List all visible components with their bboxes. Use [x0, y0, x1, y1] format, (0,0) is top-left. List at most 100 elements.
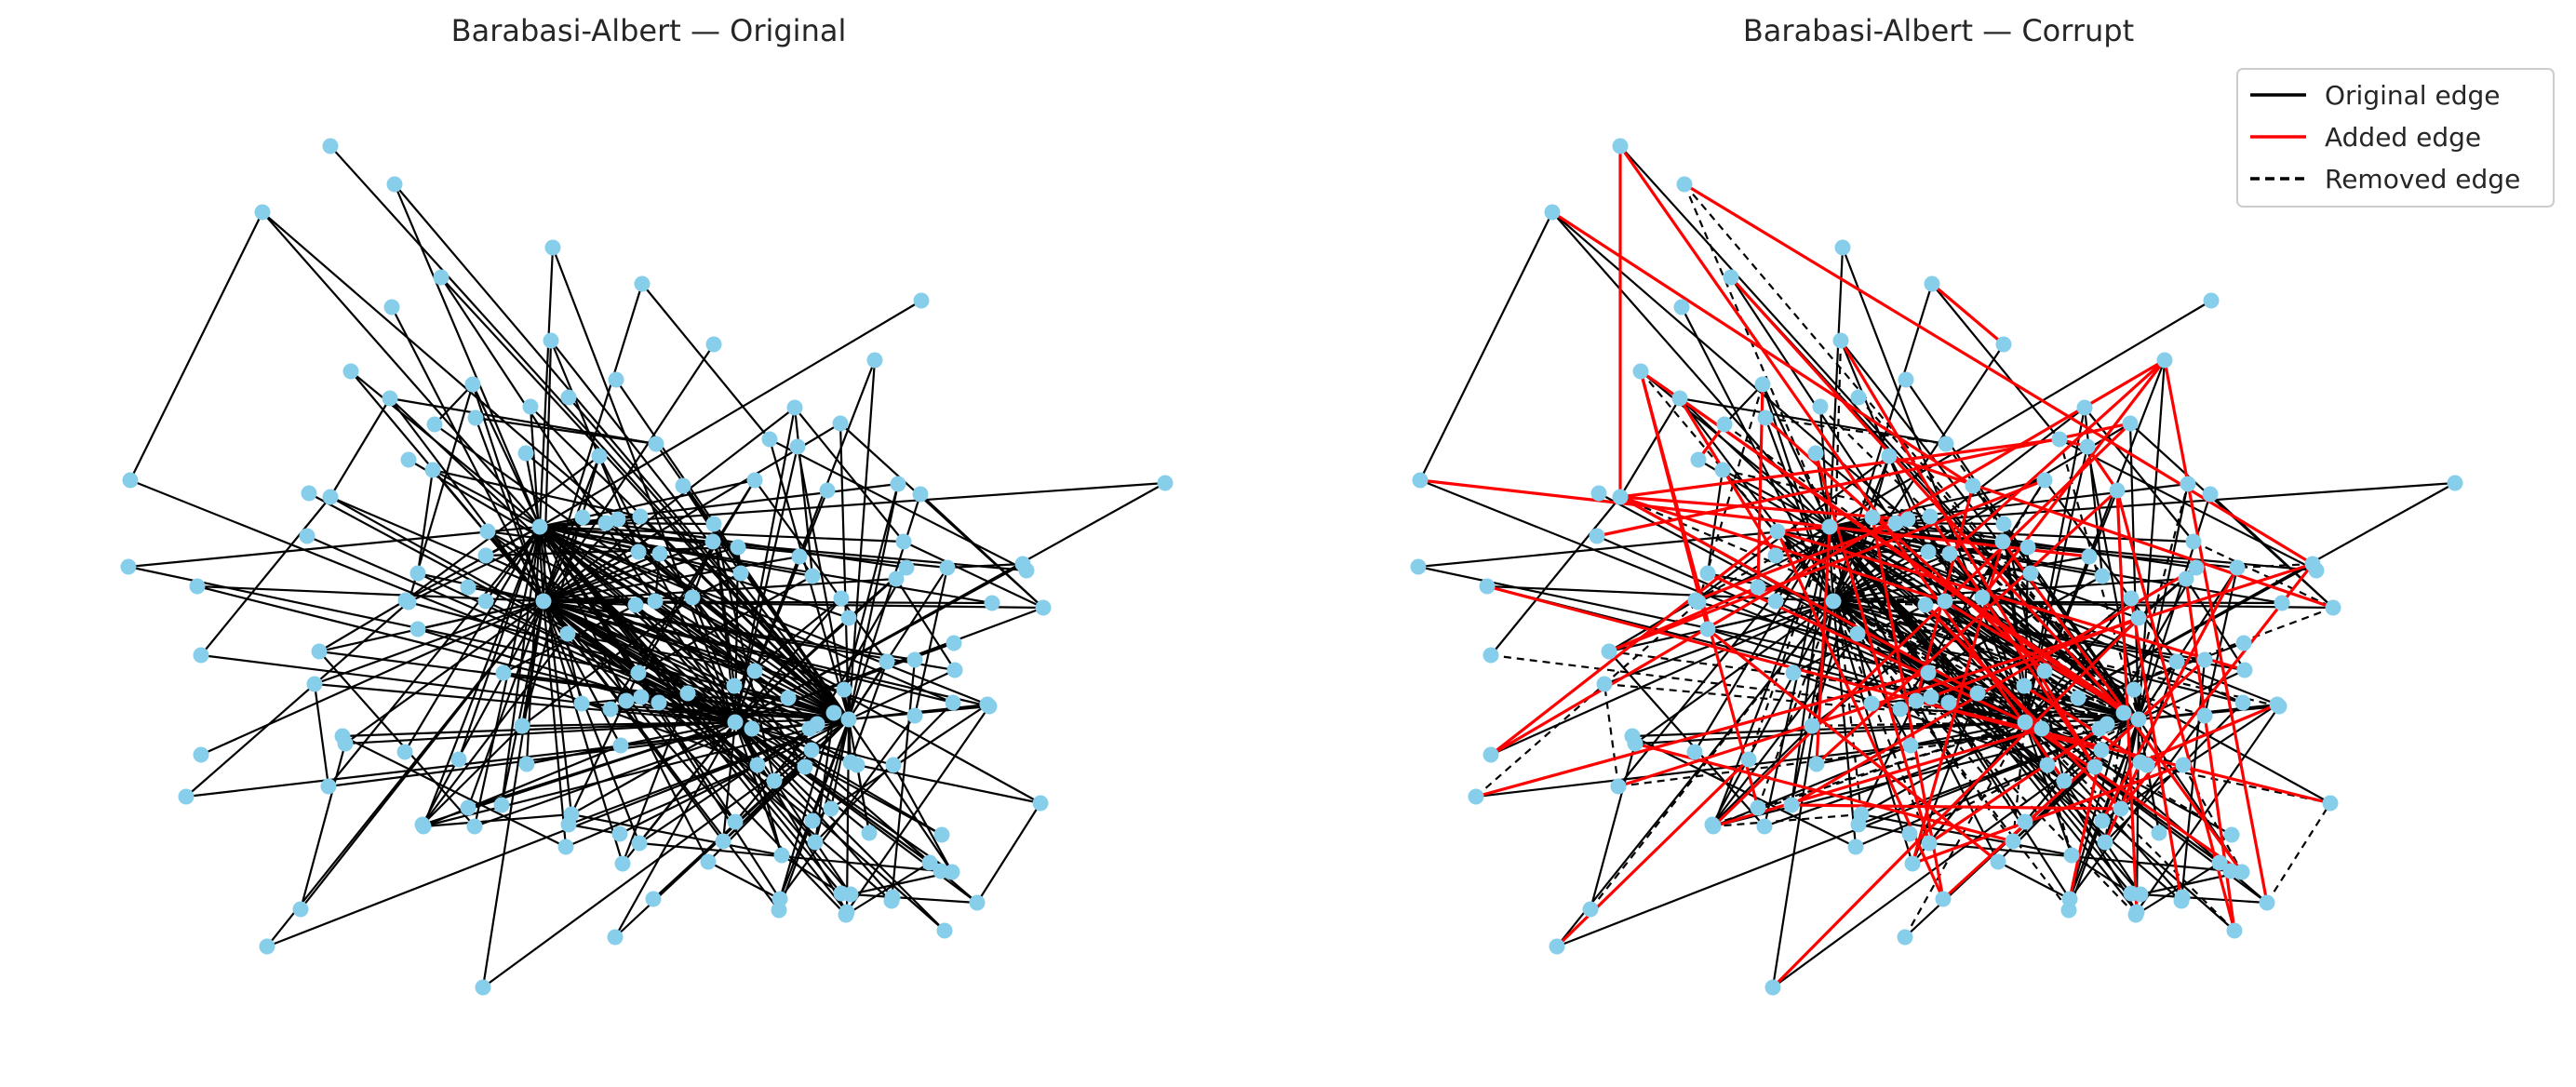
graph-node — [607, 929, 624, 946]
graph-node — [514, 718, 530, 734]
removed-edge — [1603, 683, 1620, 787]
graph-node — [1769, 523, 1786, 540]
graph-node — [612, 737, 629, 754]
graph-node — [679, 685, 696, 702]
original-edge — [1490, 599, 1834, 757]
added-edge — [1815, 489, 2119, 766]
graph-node — [2005, 833, 2021, 850]
graph-node — [614, 855, 631, 872]
graph-node — [1632, 363, 1649, 380]
graph-node — [2236, 662, 2253, 678]
legend-label-original: Original edge — [2325, 80, 2500, 111]
graph-edge — [691, 572, 742, 598]
added-edge — [2163, 359, 2269, 904]
added-edge — [1619, 495, 1946, 603]
added-edge — [1619, 495, 1979, 695]
graph-node — [477, 593, 494, 610]
graph-node — [311, 643, 328, 660]
original-edge — [2139, 661, 2179, 763]
graph-edge — [129, 211, 263, 481]
graph-node — [400, 594, 417, 611]
graph-node — [2222, 863, 2239, 879]
graph-node — [1924, 275, 1940, 292]
original-edge — [2024, 723, 2108, 823]
graph-node — [1825, 593, 1842, 610]
graph-node — [122, 472, 139, 489]
graph-node — [2168, 653, 2185, 670]
graph-node — [414, 816, 431, 833]
original-edge — [2063, 780, 2235, 932]
graph-node — [306, 676, 323, 692]
panel-corrupt: Barabasi-Albert — Corrupt — [1410, 13, 2463, 996]
graph-node — [467, 409, 484, 426]
graph-edge — [185, 601, 409, 798]
graph-node — [1549, 938, 1565, 955]
added-edge — [1912, 763, 2184, 866]
graph-node — [2139, 757, 2155, 773]
graph-node — [1807, 445, 1824, 462]
graph-node — [2325, 599, 2341, 616]
graph-node — [898, 559, 915, 576]
added-edge — [2129, 597, 2183, 902]
graph-node — [1904, 855, 1921, 872]
added-edge — [1928, 727, 2100, 845]
graph-node — [475, 979, 491, 996]
graph-node — [2173, 892, 2190, 909]
graph-node — [1582, 901, 1599, 918]
graph-edge — [538, 247, 555, 528]
original-edge — [1840, 340, 2140, 720]
graph-node — [382, 390, 398, 407]
graph-edge — [422, 725, 523, 825]
graph-edge — [734, 721, 943, 836]
graph-node — [2123, 885, 2140, 902]
graph-edge — [539, 525, 993, 605]
graph-edge — [200, 599, 544, 757]
graph-edge — [778, 712, 836, 900]
graph-node — [648, 436, 664, 452]
graph-node — [1783, 797, 1800, 813]
graph-node — [1974, 589, 1991, 606]
graph-node — [426, 416, 443, 433]
graph-node — [1699, 621, 1716, 637]
graph-edge — [543, 600, 812, 751]
graph-edge — [262, 211, 541, 528]
original-edge — [1832, 599, 2046, 673]
graph-node — [2235, 635, 2252, 651]
added-edge — [1928, 516, 2097, 768]
graph-node — [2223, 826, 2240, 843]
graph-node — [895, 533, 912, 550]
graph-edge — [474, 727, 753, 828]
graph-node — [460, 579, 476, 596]
graph-edge — [842, 483, 900, 691]
graph-node — [2196, 651, 2213, 668]
graph-edge — [849, 661, 889, 763]
graph-edge — [472, 383, 541, 528]
graph-node — [2070, 690, 2086, 706]
original-edge — [2140, 892, 2268, 905]
graph-edge — [329, 397, 391, 498]
graph-node — [1483, 746, 1499, 763]
graph-edge — [903, 541, 1044, 609]
graph-edge — [850, 892, 978, 905]
graph-node — [2175, 757, 2192, 773]
graph-node — [700, 853, 717, 870]
graph-node — [804, 568, 821, 584]
graph-node — [1898, 371, 1914, 388]
legend: Original edge Added edge Removed edge — [2236, 68, 2555, 208]
added-edge — [1678, 397, 1778, 557]
removed-edge — [1831, 600, 1931, 844]
graph-edge — [299, 743, 347, 910]
legend-item-original: Original edge — [2250, 80, 2500, 111]
original-edge — [1764, 727, 2043, 828]
original-edge — [1944, 600, 2079, 699]
graph-node — [518, 756, 535, 772]
graph-node — [2196, 707, 2213, 724]
original-edge — [2023, 721, 2073, 856]
graph-node — [320, 778, 337, 795]
graph-node — [726, 678, 743, 694]
graph-edge — [423, 718, 850, 828]
graph-node — [651, 545, 668, 562]
graph-node — [946, 662, 963, 678]
graph-node — [193, 746, 209, 763]
graph-node — [1690, 594, 1707, 611]
